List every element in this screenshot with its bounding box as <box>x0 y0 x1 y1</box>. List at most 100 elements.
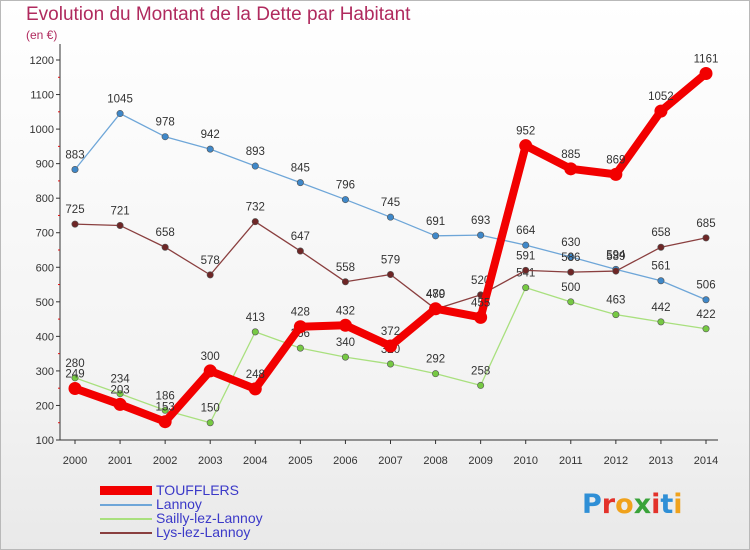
data-point-lannoy <box>71 166 79 174</box>
legend-swatch <box>100 504 152 506</box>
y-tick-label: 700 <box>36 228 54 240</box>
x-tick-label: 2012 <box>604 455 628 467</box>
data-label-sailly-lez-lannoy: 500 <box>561 282 580 294</box>
y-tick-label: 500 <box>36 297 54 309</box>
data-point-sailly-lez-lannoy <box>296 344 304 352</box>
data-point-lys-lez-lannoy <box>206 271 214 279</box>
chart-title: Evolution du Montant de la Dette par Hab… <box>26 4 411 25</box>
data-point-lys-lez-lannoy <box>116 221 124 229</box>
legend-swatch <box>100 518 152 520</box>
chart-subtitle: (en €) <box>26 28 58 42</box>
data-label-sailly-lez-lannoy: 422 <box>696 309 715 321</box>
data-point-toufflers <box>158 415 172 429</box>
data-point-lys-lez-lannoy <box>612 267 620 275</box>
data-label-lys-lez-lannoy: 479 <box>426 289 445 301</box>
data-label-sailly-lez-lannoy: 292 <box>426 354 445 366</box>
data-point-toufflers <box>248 382 262 396</box>
data-label-lys-lez-lannoy: 591 <box>516 250 535 262</box>
data-point-lys-lez-lannoy <box>251 218 259 226</box>
legend-label: Lannoy <box>156 496 202 512</box>
logo-letter: o <box>615 489 634 520</box>
proxiti-logo: Proxiti <box>582 489 683 520</box>
data-point-toufflers <box>68 382 82 396</box>
x-tick-label: 2004 <box>243 455 267 467</box>
data-label-sailly-lez-lannoy: 186 <box>156 390 175 402</box>
data-label-lannoy: 1045 <box>107 94 133 106</box>
y-tick-label: 1100 <box>30 90 54 102</box>
x-tick-label: 2010 <box>513 455 537 467</box>
data-label-lannoy: 594 <box>606 249 626 261</box>
x-tick-label: 2014 <box>694 455 718 467</box>
data-label-sailly-lez-lannoy: 413 <box>246 312 265 324</box>
data-label-toufflers: 372 <box>381 326 400 338</box>
x-tick-label: 2011 <box>559 455 583 467</box>
data-point-lys-lez-lannoy <box>522 266 530 274</box>
data-label-lys-lez-lannoy: 732 <box>246 202 265 214</box>
data-label-lys-lez-lannoy: 725 <box>65 204 84 216</box>
data-label-lys-lez-lannoy: 589 <box>606 251 625 263</box>
data-label-toufflers: 203 <box>110 384 129 396</box>
data-label-lannoy: 691 <box>426 216 445 228</box>
data-point-lannoy <box>116 110 124 118</box>
data-label-lys-lez-lannoy: 658 <box>156 227 175 239</box>
data-label-lys-lez-lannoy: 685 <box>696 218 715 230</box>
data-point-lannoy <box>251 162 259 170</box>
data-point-sailly-lez-lannoy <box>341 353 349 361</box>
data-label-toufflers: 480 <box>426 289 445 301</box>
legend-label: TOUFFLERS <box>156 482 239 498</box>
data-point-lannoy <box>432 232 440 240</box>
data-point-lys-lez-lannoy <box>657 243 665 251</box>
y-tick-label: 900 <box>36 159 54 171</box>
x-tick-label: 2008 <box>423 455 447 467</box>
data-label-lannoy: 745 <box>381 197 400 209</box>
data-point-toufflers <box>338 318 352 332</box>
data-label-toufflers: 249 <box>65 369 84 381</box>
data-label-lannoy: 664 <box>516 225 536 237</box>
data-label-lannoy: 693 <box>471 215 490 227</box>
data-label-toufflers: 1161 <box>694 53 719 65</box>
data-label-lannoy: 942 <box>201 129 220 141</box>
data-label-lannoy: 845 <box>291 163 310 175</box>
data-point-sailly-lez-lannoy <box>612 311 620 319</box>
y-tick-label: 200 <box>36 400 54 412</box>
y-tick-label: 800 <box>36 193 54 205</box>
data-label-sailly-lez-lannoy: 442 <box>651 302 670 314</box>
data-label-lys-lez-lannoy: 558 <box>336 262 355 274</box>
data-point-toufflers <box>699 66 713 80</box>
data-point-lys-lez-lannoy <box>296 247 304 255</box>
data-label-lannoy: 561 <box>651 261 670 273</box>
y-tick-label: 300 <box>36 366 54 378</box>
y-tick-label: 100 <box>36 435 54 447</box>
data-label-sailly-lez-lannoy: 463 <box>606 295 625 307</box>
data-point-toufflers <box>519 139 533 153</box>
data-label-sailly-lez-lannoy: 340 <box>336 337 355 349</box>
data-point-lys-lez-lannoy <box>702 234 710 242</box>
data-point-sailly-lez-lannoy <box>567 298 575 306</box>
logo-letter: i <box>651 489 661 520</box>
data-point-sailly-lez-lannoy <box>206 419 214 427</box>
x-tick-label: 2005 <box>288 455 312 467</box>
data-label-lannoy: 506 <box>696 280 715 292</box>
data-label-toufflers: 869 <box>606 154 625 166</box>
data-label-toufflers: 455 <box>471 297 490 309</box>
data-label-lys-lez-lannoy: 658 <box>651 227 670 239</box>
data-point-lannoy <box>522 241 530 249</box>
x-tick-label: 2009 <box>468 455 492 467</box>
data-point-lannoy <box>341 196 349 204</box>
data-point-lannoy <box>296 179 304 187</box>
data-point-lys-lez-lannoy <box>71 220 79 228</box>
x-tick-label: 2001 <box>108 455 132 467</box>
data-point-lannoy <box>567 253 575 261</box>
data-label-toufflers: 153 <box>156 402 175 414</box>
data-point-toufflers <box>429 302 443 316</box>
data-point-toufflers <box>203 364 217 378</box>
x-tick-label: 2003 <box>198 455 222 467</box>
x-tick-label: 2013 <box>649 455 673 467</box>
x-tick-label: 2006 <box>333 455 357 467</box>
data-label-lys-lez-lannoy: 578 <box>201 255 220 267</box>
data-point-sailly-lez-lannoy <box>657 318 665 326</box>
legend-label: Lys-lez-Lannoy <box>156 524 251 540</box>
data-point-lys-lez-lannoy <box>161 243 169 251</box>
data-label-toufflers: 1052 <box>648 91 674 103</box>
